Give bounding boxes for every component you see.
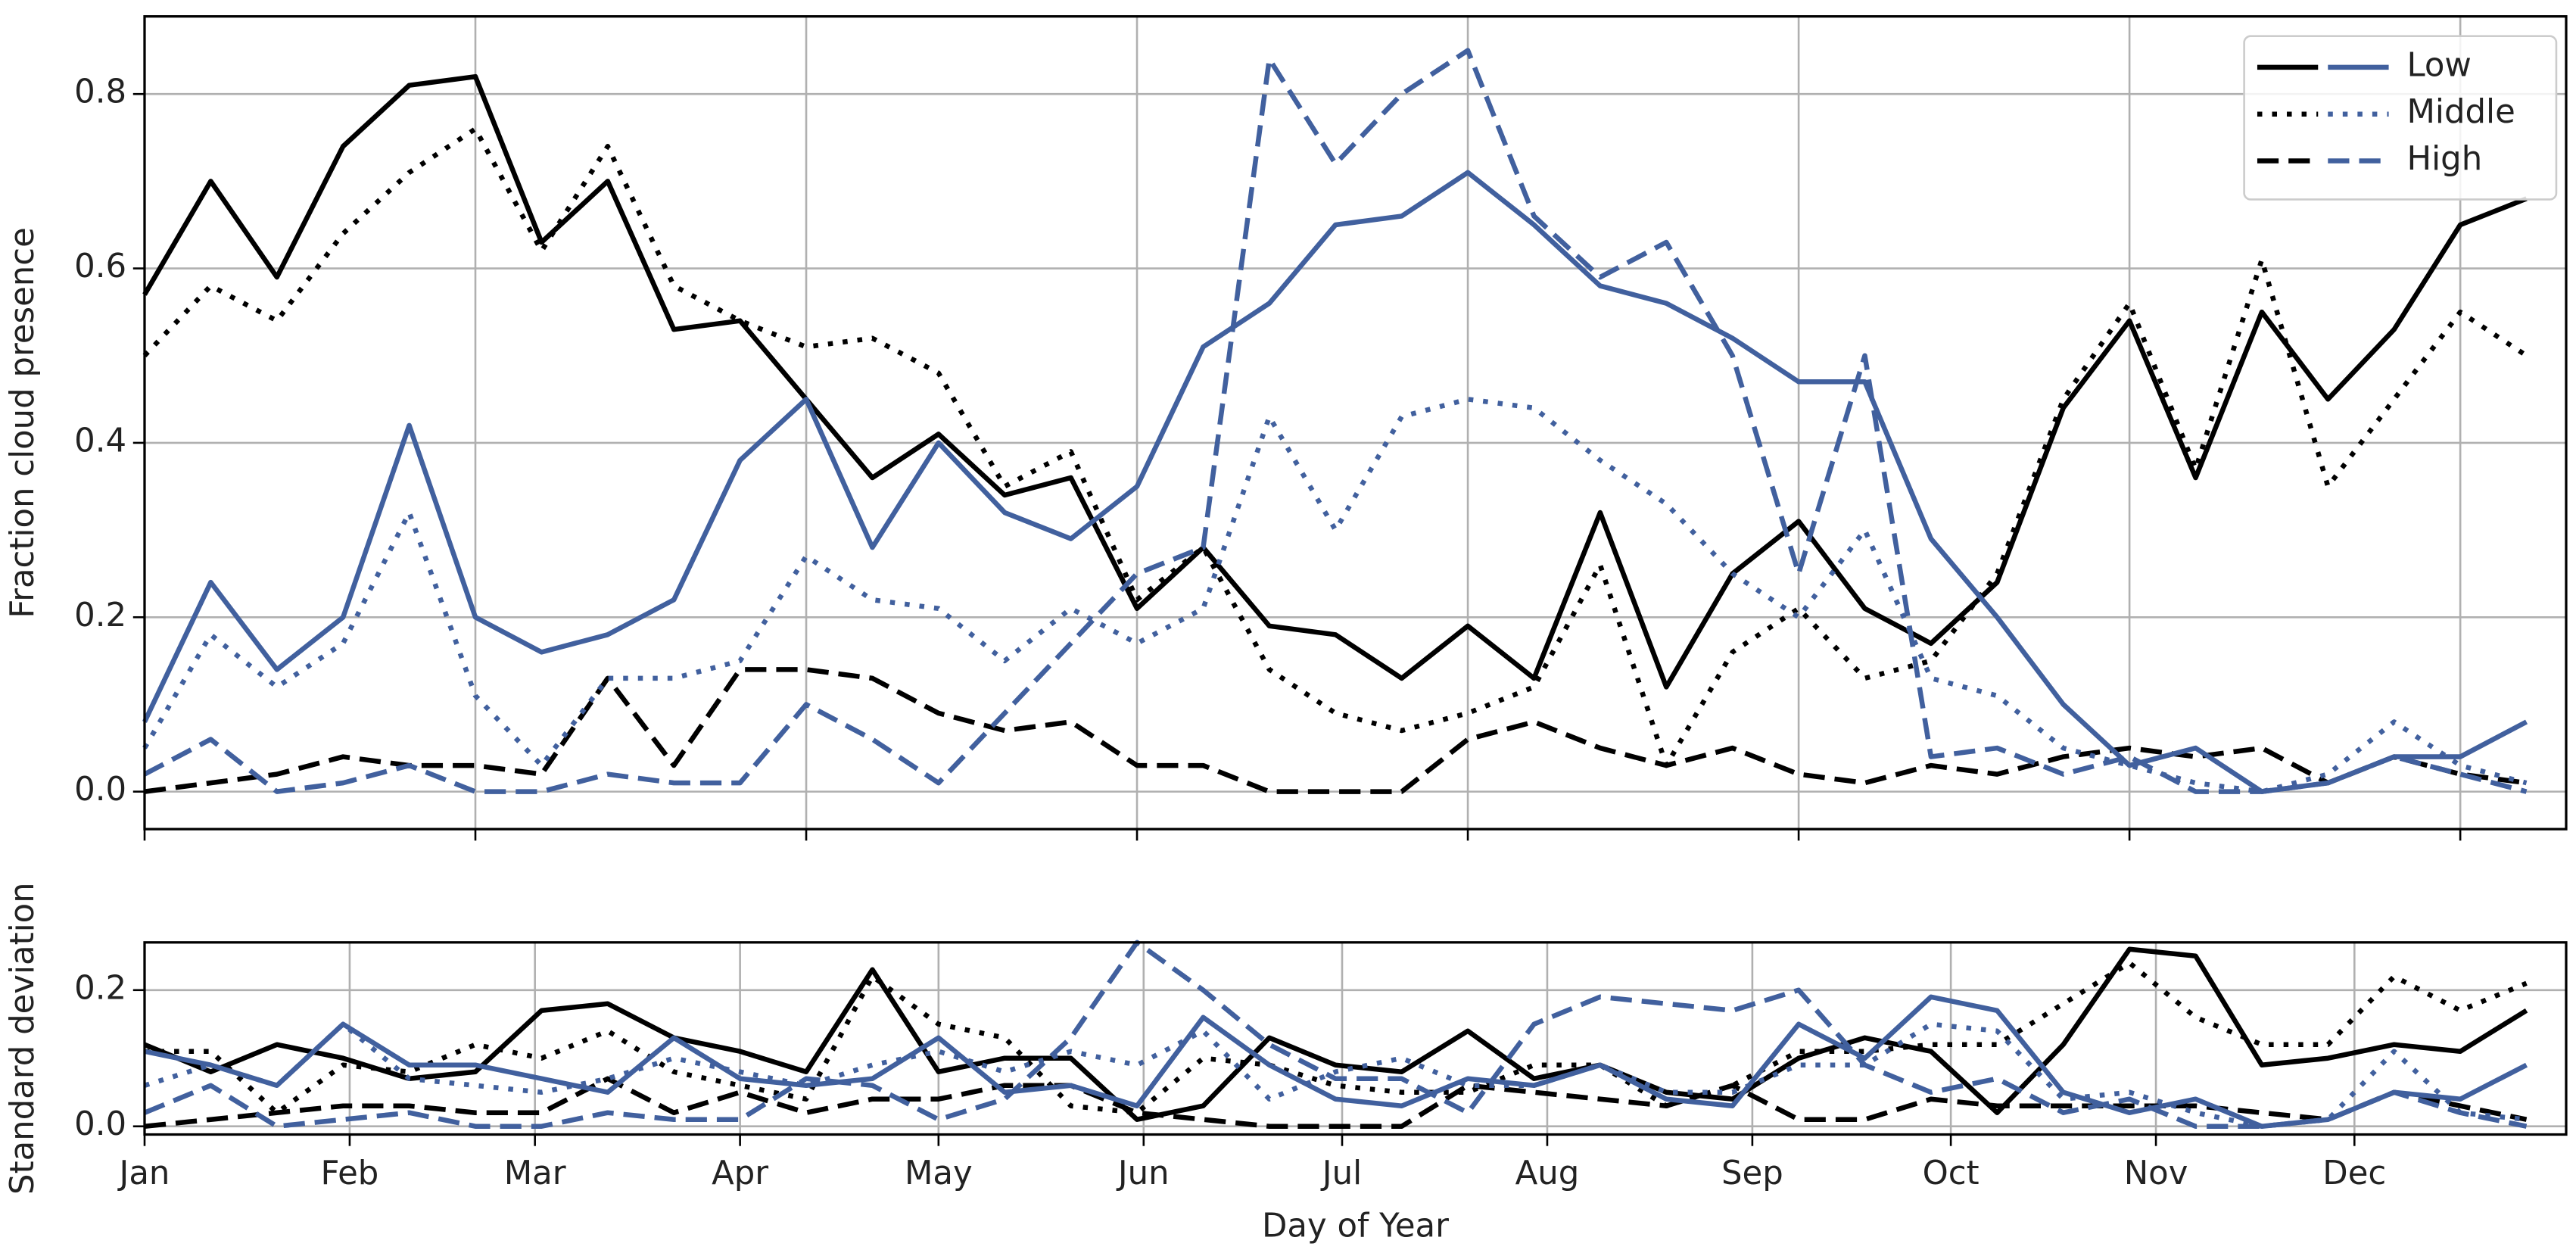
x-tick-label: Dec (2322, 1155, 2386, 1192)
x-tick-label: Jan (117, 1155, 170, 1192)
x-tick-label: Mar (504, 1155, 566, 1192)
series-line (144, 1021, 2527, 1129)
series-line (142, 170, 2528, 794)
y-tick-label: 0.2 (74, 969, 126, 1007)
series-line (143, 946, 2528, 1122)
y-tick-label: 0.4 (74, 422, 126, 460)
legend-label: High (2406, 140, 2482, 178)
y-tick-label: 0.0 (74, 771, 126, 809)
series-line (143, 940, 2528, 1129)
x-tick-label: Feb (321, 1155, 379, 1192)
x-tick-label: Oct (1923, 1155, 1980, 1192)
y-tick-label: 0.8 (74, 73, 126, 111)
x-tick-label: Apr (712, 1155, 768, 1192)
series-line (144, 960, 2528, 1115)
series-line (144, 994, 2528, 1129)
y-tick-label: 0.2 (74, 597, 126, 634)
x-tick-label: Jul (1320, 1155, 1362, 1192)
y-axis-label: Standard deviation (4, 882, 42, 1195)
legend-box (2243, 35, 2558, 201)
series-line (142, 73, 2528, 690)
series-line (144, 667, 2527, 794)
plot-frame (143, 15, 2568, 831)
x-tick-label: Nov (2124, 1155, 2188, 1192)
legend-label: Middle (2406, 93, 2515, 131)
y-tick-label: 0.0 (74, 1105, 126, 1143)
x-tick-label: Sep (1721, 1155, 1783, 1192)
x-tick-label: Jun (1116, 1155, 1170, 1192)
y-axis-label: Fraction cloud presence (4, 227, 42, 618)
x-axis-label: Day of Year (1262, 1208, 1449, 1245)
x-tick-label: Aug (1515, 1155, 1580, 1192)
legend-label: Low (2406, 46, 2471, 84)
plot-frame (143, 941, 2568, 1136)
x-tick-label: May (905, 1155, 973, 1192)
series-line (144, 1076, 2528, 1129)
y-tick-label: 0.6 (74, 248, 126, 285)
